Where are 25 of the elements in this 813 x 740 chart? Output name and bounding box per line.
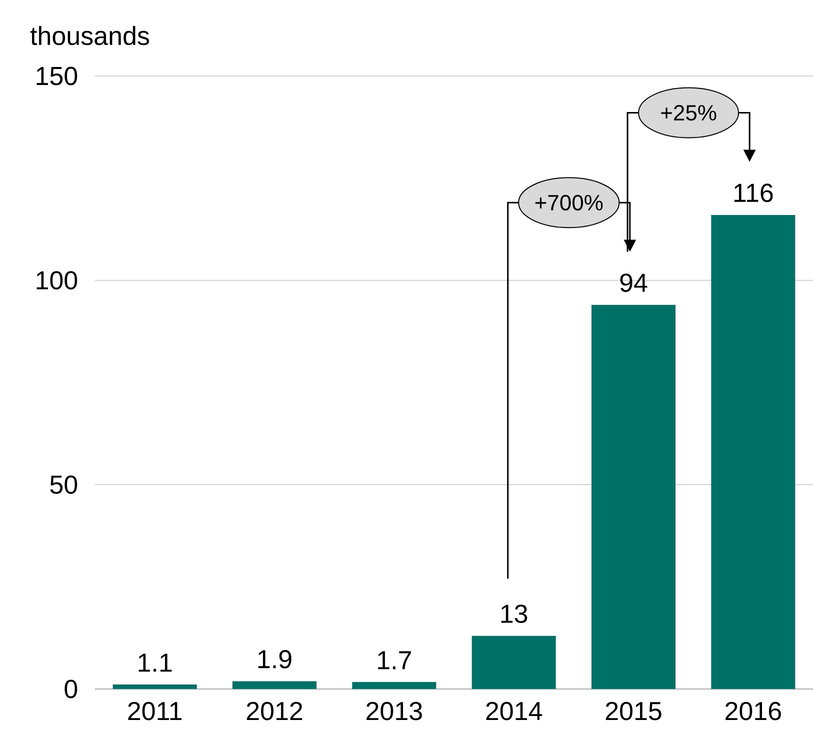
bar	[112, 684, 197, 689]
y-tick-label: 150	[36, 66, 78, 86]
data-label: 1.7	[378, 651, 411, 670]
x-tick-label: 2011	[128, 702, 182, 720]
bar	[232, 681, 316, 689]
bar	[352, 682, 436, 689]
y-tick-label: 0	[64, 680, 78, 698]
y-tick-label: 50	[50, 475, 78, 494]
annotation: +700%	[535, 194, 603, 210]
x-tick-label: 2016	[726, 702, 781, 720]
y-axis-title: thousands	[30, 26, 150, 46]
data-label: 116	[734, 184, 773, 202]
x-tick-label: 2013	[366, 702, 422, 720]
x-tick-label: 2012	[246, 702, 302, 720]
data-label: 94	[620, 274, 648, 292]
data-label: 13	[501, 604, 528, 624]
data-label: 1.9	[258, 650, 292, 668]
bar	[592, 304, 676, 689]
annotation: +25%	[661, 104, 716, 121]
bar	[472, 636, 556, 689]
data-label: 1.1	[138, 654, 172, 672]
bar	[711, 214, 796, 689]
x-tick-label: 2014	[486, 702, 542, 720]
x-tick-label: 2015	[606, 702, 662, 720]
y-tick-label: 100	[36, 271, 78, 290]
